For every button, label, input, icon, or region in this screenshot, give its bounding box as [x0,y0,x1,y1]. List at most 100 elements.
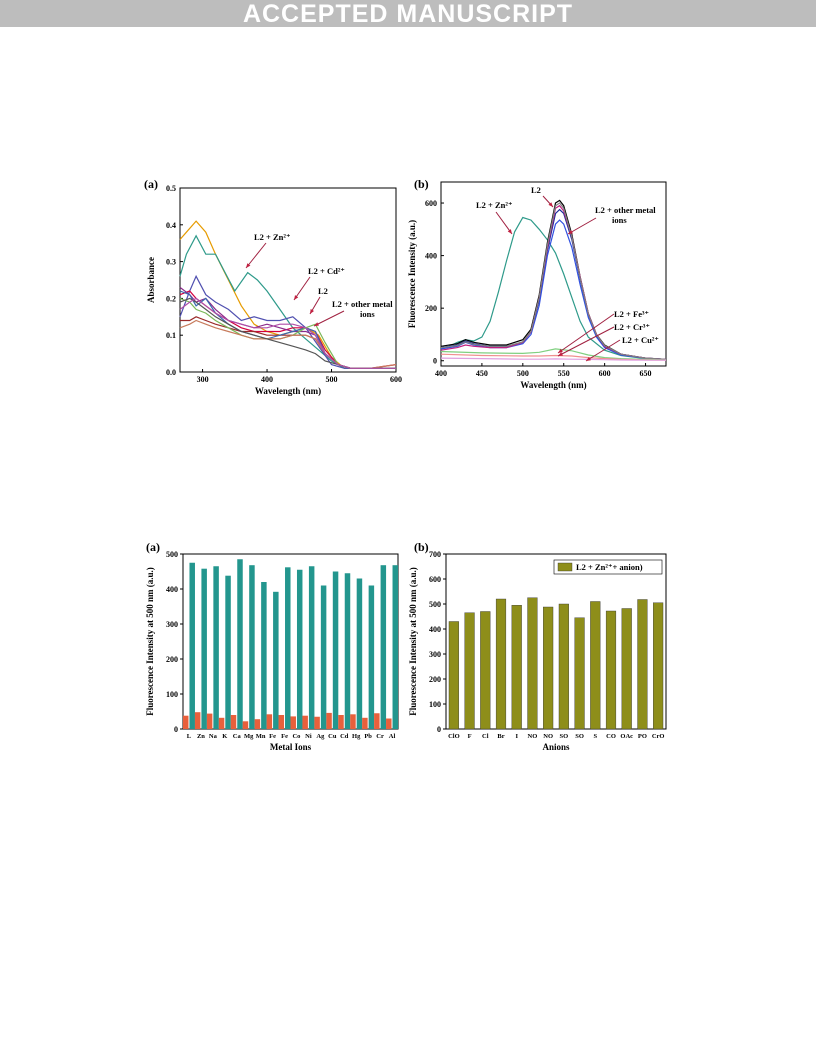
bar-complex-9 [285,567,291,729]
bar-free-8 [266,714,273,729]
x-tick-label: Pb [364,733,372,740]
y-tick-label: 200 [166,655,178,664]
y-tick-label: 400 [166,585,178,594]
plot-frame [445,553,667,730]
bar-complex-12 [320,585,327,729]
legend-label: L2 + Zn²⁺+ anion) [576,562,643,572]
spectrum-line-1 [179,220,396,369]
x-tick-label: Na [209,733,218,740]
arrow-zn [245,242,267,269]
bar-complex-16 [368,585,375,729]
y-tick-label: 100 [429,700,441,709]
bar-free-15 [350,714,356,729]
y-tick-label: 0.1 [166,331,176,340]
plot-frame [179,187,397,373]
x-tick-label: K [222,733,227,740]
annotation-l2-cu: L2 + Cu²⁺ [622,335,659,345]
x-tick-label: NO [543,733,553,740]
legend-swatch [557,562,573,572]
y-axis-label: Fluorescence Intensity (a.u.) [408,220,417,328]
bar-8 [558,603,569,730]
annotation-l2: L2 [531,185,541,195]
bar-3 [480,611,491,730]
y-tick-label: 0.2 [166,294,176,303]
legend-box [553,559,663,575]
x-tick-label: Zn [197,733,205,740]
x-tick-label: ClO [448,733,460,740]
annotation-l2-cd: L2 + Cd²⁺ [308,266,345,276]
x-tick-label: 650 [640,369,652,378]
x-tick-label: NO [528,733,538,740]
bar-free-11 [302,715,308,729]
panel-label: (b) [414,540,429,554]
x-tick-label: SO [560,733,569,740]
anion-bar-chart: 0 100 200 300 400 500 600 700 Anions Fluorescence… [408,540,667,752]
arrow-l2-head [310,309,315,314]
x-tick-label: 500 [517,369,529,378]
x-tick-label: PO [638,733,647,740]
arrow-fe-head [558,348,563,353]
bar-free-1 [182,715,189,729]
y-axis-label: Absorbance [146,257,156,303]
panel-label: (a) [146,540,160,554]
bar-free-18 [386,718,392,729]
bar-14 [653,602,664,730]
x-tick-label: 300 [197,375,209,384]
arrow-cu-head [586,356,591,361]
spectrum-line-3 [179,274,396,369]
bar-complex-3 [213,566,219,729]
plot-frame [440,181,667,367]
bar-free-5 [230,715,237,729]
arrow-l2-head [548,202,553,207]
y-tick-label: 0.5 [166,184,176,193]
bar-4 [495,598,507,730]
bar-1 [448,621,459,730]
x-tick-label: 400 [435,369,447,378]
x-tick-label: 600 [390,375,402,384]
x-tick-label: Cl [482,733,489,740]
y-tick-label: 200 [429,675,441,684]
x-tick-label: Mn [256,733,266,740]
x-axis-label: Anions [542,742,570,752]
y-tick-label: 600 [429,575,441,584]
x-tick-label: Cd [340,733,349,740]
bar-free-6 [242,721,249,729]
panel-label: (a) [144,177,158,191]
bar-complex-8 [273,591,279,729]
arrow-zn-head [507,229,512,234]
x-axis-label: Metal Ions [270,742,312,752]
bar-complex-2 [201,568,207,729]
bar-free-3 [206,713,213,729]
y-tick-label: 500 [429,600,441,609]
x-tick-label: Cu [328,733,337,740]
y-tick-label: 0.0 [166,368,176,377]
annotation-ions: ions [612,215,627,225]
x-tick-label: Fe [269,733,276,740]
x-axis-label: Wavelength (nm) [520,380,586,390]
metal-ion-bar-chart: 0 100 200 300 400 500 Metal Ions Fluorescence I… [145,540,399,752]
bar-9 [574,617,585,730]
absorbance-spectra-chart: 300 400 500 600 0.0 0.1 0.2 0.3 0.4 0.5 Wavelength… [144,177,402,396]
y-tick-label: 0.4 [166,221,176,230]
bar-complex-5 [237,559,243,729]
x-axis-label: Wavelength (nm) [255,386,321,396]
annotation-l2-zn: L2 + Zn²⁺ [254,232,290,242]
x-tick-label: F [468,733,472,740]
x-tick-label: Co [292,733,300,740]
bar-free-9 [278,715,285,729]
bar-complex-7 [261,582,267,729]
bar-complex-al [392,565,399,729]
bar-complex-14 [344,573,351,729]
y-tick-label: 400 [425,252,437,261]
bar-free-7 [254,719,261,729]
x-tick-label: S [593,733,597,740]
x-tick-label: Br [497,733,504,740]
y-tick-label: 200 [425,304,437,313]
arrow-cr-head [558,352,563,356]
annotation-l2: L2 [318,286,328,296]
x-tick-label: Al [389,733,396,740]
y-tick-label: 300 [166,620,178,629]
spectrum-line-6 [440,202,667,360]
bar-7 [543,606,554,730]
x-tick-label: Fe [281,733,288,740]
